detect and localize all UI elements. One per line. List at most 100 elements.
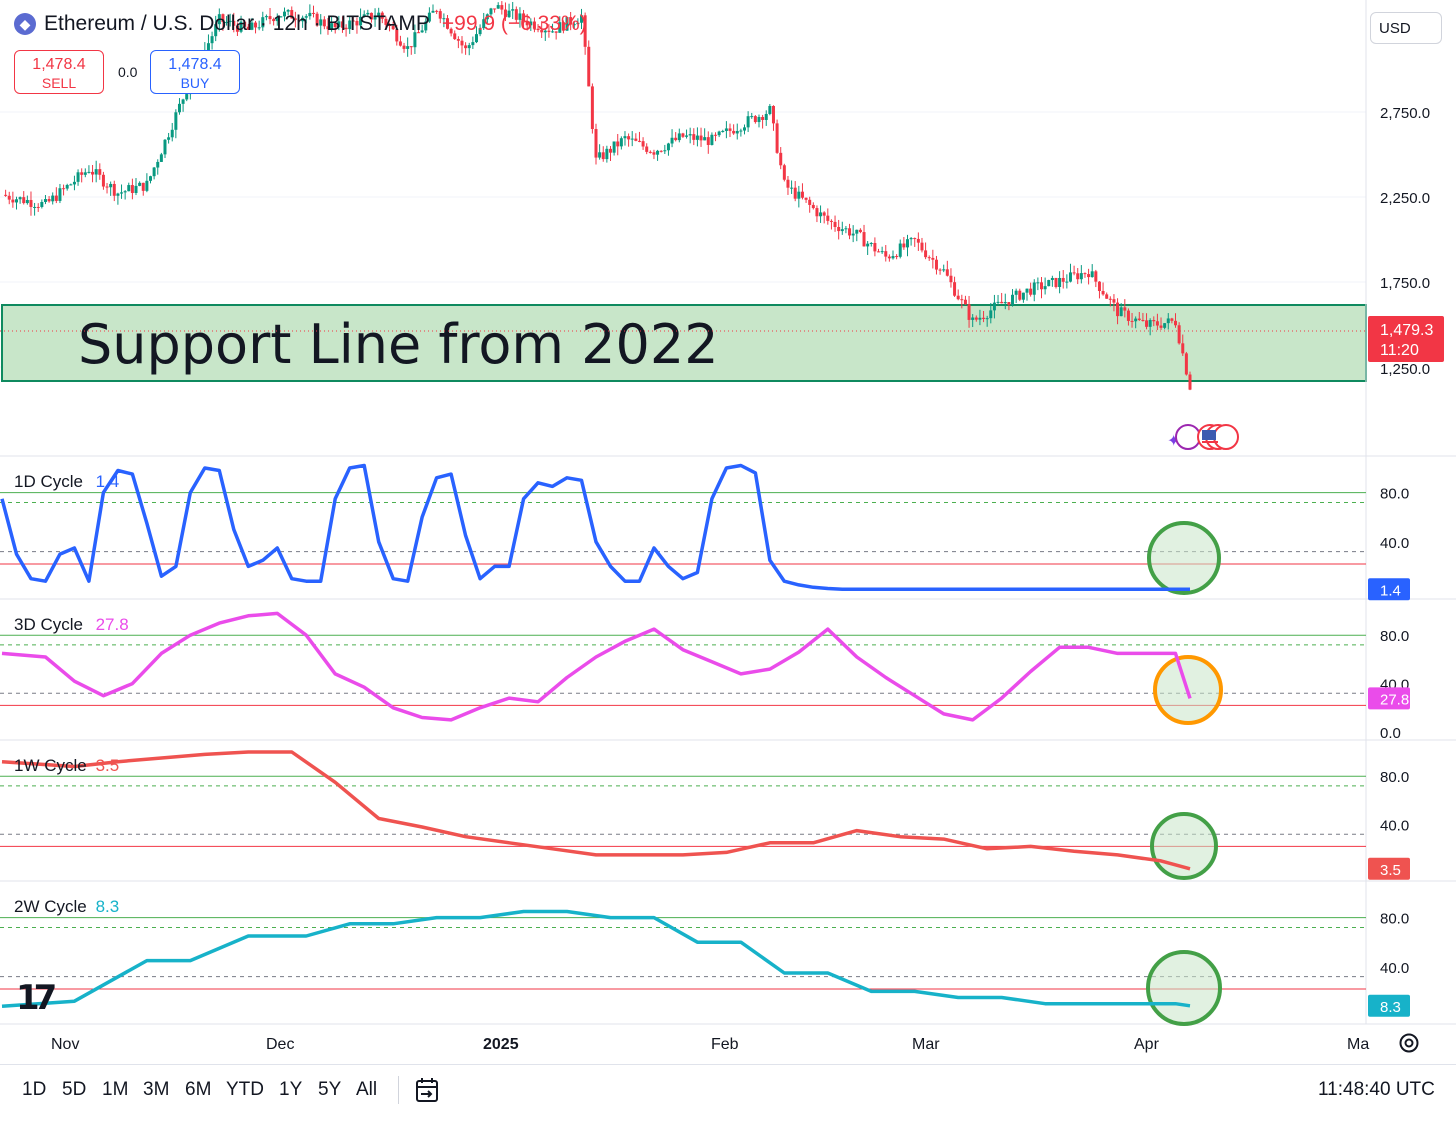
candle-body [91,171,95,175]
range-6m[interactable]: 6M [185,1079,212,1100]
candle-body [666,143,670,151]
candle-body [1134,318,1138,322]
candle-body [790,187,794,189]
support-zone[interactable] [1,304,1367,382]
range-5d[interactable]: 5D [62,1079,87,1100]
candle-body [1036,282,1040,284]
sell-button[interactable]: 1,478.4 SELL [14,50,104,94]
candle-body [619,138,623,147]
candle-body [996,301,1000,303]
candle-body [880,251,884,253]
candle-body [456,39,460,41]
candle-body [782,165,786,180]
candle-body [1054,277,1058,288]
settings-gear-icon[interactable] [1397,1031,1421,1055]
highlight-circle [1147,521,1221,595]
candle-body [80,172,84,175]
candle-body [398,41,402,46]
candle-body [637,140,641,142]
candle-body [992,302,996,311]
tradingview-logo[interactable]: 17 [16,978,57,1018]
buy-button[interactable]: 1,478.4 BUY [150,50,240,94]
candle-body [670,137,674,144]
candle-body [648,151,652,153]
candle-body [1083,273,1087,275]
candle-body [902,243,906,248]
range-1y[interactable]: 1Y [279,1079,303,1100]
calendar-goto-icon[interactable] [414,1076,440,1104]
time-tick: Ma [1347,1036,1369,1053]
candle-body [101,174,105,187]
candle-body [963,299,967,305]
candle-body [130,185,134,193]
time-tick: Mar [912,1036,940,1053]
candle-body [149,176,152,181]
candle-body [866,243,870,247]
candle-body [724,128,728,131]
candle-body [522,13,526,22]
range-1d[interactable]: 1D [22,1079,47,1100]
range-3m[interactable]: 3M [143,1079,170,1100]
time-axis: Nov Dec 2025 Feb Mar Apr Ma [51,1036,1369,1053]
candle-body [572,24,576,26]
candle-body [138,182,142,186]
toolbar-divider [398,1076,399,1104]
candle-body [283,11,287,17]
range-1m[interactable]: 1M [102,1079,129,1100]
utc-clock[interactable]: 11:48:40 UTC [1318,1079,1435,1100]
candle-body [1166,318,1170,324]
candle-body [909,238,913,240]
candle-body [109,183,113,188]
candle-body [362,14,366,17]
candle-body [743,127,746,131]
candle-body [561,22,565,31]
cycle-panel-4: 2W Cycle 8.3 80.0 40.0 8.3 [0,897,1410,1026]
candle-body [206,43,210,51]
candle-body [543,30,547,33]
candle-body [442,18,446,20]
range-ytd[interactable]: YTD [226,1079,264,1100]
candle-body [453,33,457,40]
price-axis: 2,750.0 2,250.0 1,750.0 1,250.0 [1380,105,1430,378]
cycle-panel-2: 3D Cycle 27.880.040.00.027.8 [0,611,1410,742]
currency-select[interactable]: USD [1370,12,1442,44]
candle-body [427,12,431,22]
cycle-value-badge-text: 8.3 [1380,999,1401,1016]
candle-body [359,16,363,26]
candle-body [630,138,634,140]
candle-body [1116,302,1120,317]
candle-body [746,116,750,128]
cycle-axis-tick: 80.0 [1380,769,1409,786]
candle-body [1061,277,1065,282]
candle-body [221,14,225,23]
candle-body [920,242,924,251]
candle-body [159,154,163,162]
candle-body [1188,374,1192,390]
candle-body [703,137,707,141]
candle-body [855,229,859,234]
events-icons[interactable]: ✦ [1167,424,1239,450]
candle-body [848,228,852,236]
candle-body [587,46,591,87]
candle-body [750,116,754,118]
candle-body [152,167,156,177]
range-5y[interactable]: 5Y [318,1079,342,1100]
candle-body [924,250,928,258]
candle-body [460,40,464,46]
symbol-header[interactable]: ◆ Ethereum / U.S. Dollar · 12h · BITSTAM… [14,12,587,36]
price-tick: 1,750.0 [1380,275,1430,292]
candle-body [503,9,507,18]
candle-body [547,30,551,33]
time-tick: Nov [51,1036,79,1053]
bottom-toolbar [0,1064,1456,1124]
candle-body [677,133,681,141]
candle-body [141,182,145,191]
candle-body [351,20,355,22]
candle-body [322,19,326,27]
range-all[interactable]: All [356,1079,378,1100]
candle-body [369,12,373,20]
candle-body [174,112,178,130]
support-label: Support Line from 2022 [78,313,719,376]
candle-body [11,199,15,203]
